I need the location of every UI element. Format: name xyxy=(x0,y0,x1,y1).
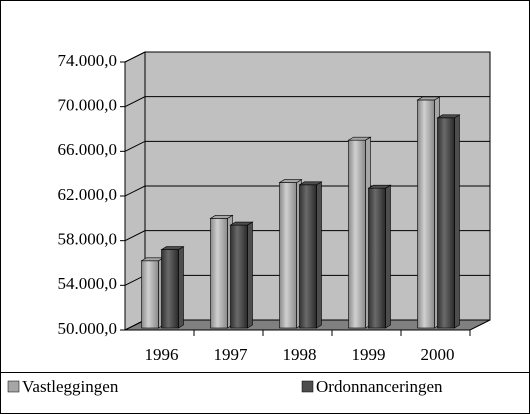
bar-side xyxy=(454,114,460,329)
x-tick-label: 1998 xyxy=(283,345,317,364)
x-tick-label: 1996 xyxy=(145,345,179,364)
bar xyxy=(161,249,179,329)
x-tick-label: 1999 xyxy=(352,345,386,364)
bar-top xyxy=(278,179,303,183)
bar-top xyxy=(347,136,372,141)
legend-swatch xyxy=(7,380,20,393)
grid-line xyxy=(124,96,490,108)
y-tick-label: 62.000,0 xyxy=(58,185,118,204)
bar-top xyxy=(416,96,441,101)
bar xyxy=(348,139,366,329)
x-tick-label: 1997 xyxy=(214,345,249,364)
bar-top xyxy=(436,114,461,119)
legend-swatch xyxy=(301,380,314,393)
y-tick-label: 54.000,0 xyxy=(58,274,118,293)
bar-top xyxy=(298,181,323,186)
bar-top xyxy=(367,184,392,189)
bar xyxy=(368,187,386,329)
bar-side xyxy=(178,246,184,329)
bar-side xyxy=(316,181,322,329)
bar-side xyxy=(247,221,253,329)
bar xyxy=(230,224,248,329)
y-tick-label: 66.000,0 xyxy=(58,140,118,159)
x-tick-label: 2000 xyxy=(421,345,455,364)
bar xyxy=(417,99,435,329)
bar xyxy=(299,184,317,329)
bar xyxy=(279,182,297,329)
bar xyxy=(210,218,228,329)
bar-side xyxy=(385,184,391,329)
bar-top xyxy=(160,246,185,250)
legend-label: Vastleggingen xyxy=(22,377,119,396)
y-tick-label: 74.000,0 xyxy=(58,51,118,70)
grid-line xyxy=(124,140,490,152)
legend-label: Ordonnanceringen xyxy=(316,377,443,396)
bar-top xyxy=(209,215,234,219)
bar xyxy=(141,260,159,329)
y-tick-label: 70.000,0 xyxy=(58,96,118,115)
grid-line xyxy=(124,51,490,63)
bar-top xyxy=(229,221,254,226)
y-tick-label: 58.000,0 xyxy=(58,230,118,249)
y-tick-label: 50.000,0 xyxy=(58,319,118,338)
bar xyxy=(437,117,455,329)
